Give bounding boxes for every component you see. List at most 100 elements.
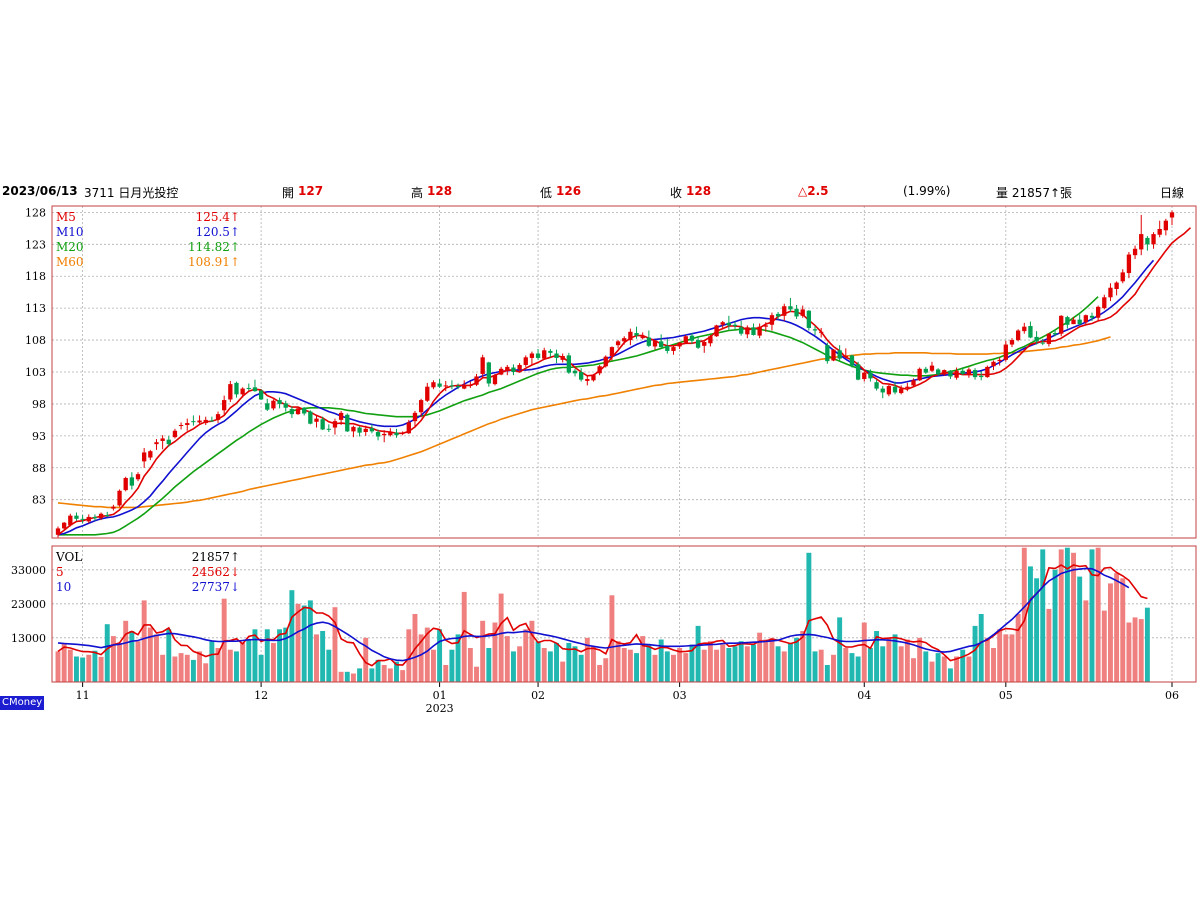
volume-bar bbox=[1064, 547, 1070, 682]
candlestick bbox=[437, 379, 442, 388]
candle-body bbox=[86, 516, 91, 522]
candlestick bbox=[554, 349, 559, 364]
volume-bar bbox=[449, 649, 455, 682]
candle-body bbox=[812, 329, 818, 331]
candlestick bbox=[240, 387, 245, 398]
candle-body bbox=[1034, 336, 1039, 342]
candle-body bbox=[1114, 282, 1119, 289]
candlestick bbox=[178, 422, 184, 430]
candlestick bbox=[191, 415, 196, 426]
candlestick bbox=[1003, 340, 1008, 362]
candle-body bbox=[659, 341, 664, 348]
candlestick bbox=[1102, 294, 1107, 310]
volume-bar bbox=[824, 665, 830, 682]
volume-bar bbox=[98, 656, 104, 682]
volume-bar bbox=[166, 629, 172, 682]
candle-body bbox=[1169, 212, 1175, 218]
volume-bar bbox=[234, 651, 239, 682]
volume-bar bbox=[387, 668, 393, 682]
volume-bar bbox=[123, 620, 129, 682]
close-label: 收 bbox=[670, 186, 683, 200]
date-axis-labels: 11 12 01 02 03 04 05 06 2023 bbox=[76, 682, 1179, 715]
candle-body bbox=[135, 474, 141, 480]
volume-bar bbox=[110, 636, 116, 682]
volume-bar bbox=[283, 627, 289, 682]
candlestick bbox=[794, 304, 799, 320]
candlestick bbox=[468, 381, 473, 388]
candlestick bbox=[394, 428, 399, 438]
candlestick bbox=[462, 380, 467, 390]
candle-body bbox=[892, 386, 898, 393]
volume-bar bbox=[861, 622, 867, 682]
candle-body bbox=[652, 340, 658, 347]
candlestick bbox=[160, 435, 165, 450]
candlestick bbox=[1132, 245, 1138, 259]
volume-legend-name: VOL bbox=[55, 550, 82, 564]
candlestick bbox=[197, 415, 202, 424]
candle-body bbox=[154, 442, 159, 445]
candle-body bbox=[862, 372, 867, 380]
candlestick bbox=[234, 381, 239, 398]
volume-bar bbox=[566, 642, 572, 682]
volume-bar bbox=[172, 656, 178, 682]
volume-bar bbox=[769, 637, 775, 682]
candlestick bbox=[979, 371, 984, 381]
change-value: △2.5 bbox=[798, 184, 829, 198]
volume-bar bbox=[677, 648, 683, 682]
candlestick bbox=[406, 419, 411, 434]
volume-bar bbox=[160, 654, 166, 682]
candlestick bbox=[948, 370, 953, 380]
candle-body bbox=[720, 322, 725, 325]
volume-bar bbox=[818, 649, 824, 682]
candle-body bbox=[111, 506, 116, 509]
volume-bar bbox=[338, 671, 344, 682]
candlestick bbox=[1083, 314, 1088, 326]
candle-body bbox=[726, 322, 732, 326]
volume-bar bbox=[1132, 617, 1138, 682]
volume-bar bbox=[394, 661, 399, 682]
candle-body bbox=[295, 408, 301, 415]
volume-bar bbox=[947, 668, 953, 682]
candlestick bbox=[905, 382, 910, 392]
candle-body bbox=[271, 400, 276, 409]
candle-body bbox=[215, 414, 221, 420]
candlestick bbox=[732, 321, 738, 330]
candle-body bbox=[480, 357, 485, 374]
volume-bar bbox=[320, 631, 326, 682]
volume-tick-label: 23000 bbox=[11, 598, 46, 611]
volume-bar bbox=[898, 646, 904, 682]
candle-body bbox=[320, 419, 325, 430]
volume-bar bbox=[603, 658, 609, 682]
high-value: 128 bbox=[427, 184, 453, 198]
candle-body bbox=[942, 370, 947, 375]
volume-bar bbox=[867, 648, 873, 682]
candle-body bbox=[160, 438, 165, 441]
candlestick bbox=[351, 425, 356, 438]
candle-body bbox=[566, 355, 571, 373]
candle-body bbox=[468, 384, 473, 387]
volume-bar bbox=[1083, 600, 1089, 682]
volume-bar bbox=[757, 632, 763, 682]
candlestick bbox=[1089, 312, 1095, 321]
candle-body bbox=[702, 341, 707, 346]
candlestick bbox=[1163, 218, 1168, 236]
candlestick bbox=[1139, 214, 1144, 256]
candle-body bbox=[855, 364, 861, 380]
candle-body bbox=[825, 345, 830, 362]
candle-body bbox=[880, 388, 885, 393]
candle-body bbox=[972, 370, 978, 378]
candlestick bbox=[517, 363, 522, 371]
volume-bar bbox=[529, 620, 535, 682]
volume-bar bbox=[966, 656, 972, 682]
volume-bar bbox=[1040, 549, 1046, 682]
volume-bar bbox=[363, 637, 369, 682]
volume-bar bbox=[67, 649, 73, 682]
candle-body bbox=[689, 335, 695, 341]
candle-body bbox=[326, 428, 331, 430]
candlestick bbox=[677, 341, 682, 350]
volume-bar bbox=[375, 659, 381, 682]
candle-body bbox=[1151, 234, 1156, 245]
candle-body bbox=[714, 325, 719, 337]
candlestick bbox=[689, 333, 695, 344]
volume-legend-value: 24562↓ bbox=[192, 565, 240, 579]
